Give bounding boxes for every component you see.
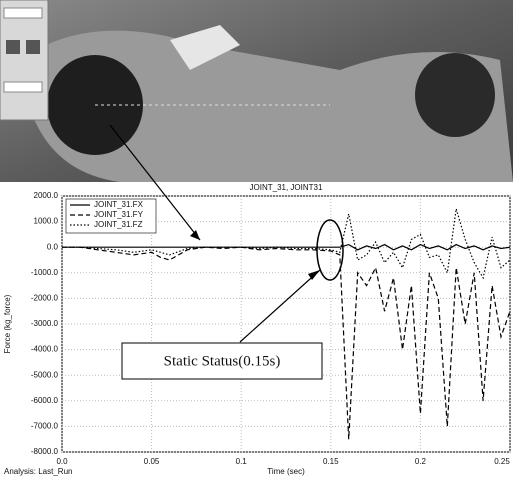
y-tick-label: 1000.0: [34, 217, 59, 226]
legend-label: JOINT_31.FX: [94, 200, 144, 209]
screenshot: JOINT_31, JOINT31 Time (sec) Force (kg_f…: [0, 0, 513, 478]
footer-text: Analysis: Last_Run: [4, 467, 72, 476]
y-tick-label: -2000.0: [31, 294, 59, 303]
x-tick-label: 0.0: [56, 457, 68, 466]
x-tick-label: 0.15: [323, 457, 339, 466]
y-tick-label: -8000.0: [31, 447, 59, 456]
joint-pin: [415, 53, 495, 137]
tool-icon[interactable]: [6, 40, 20, 54]
x-tick-label: 0.25: [494, 457, 510, 466]
tool-field[interactable]: [4, 8, 42, 18]
y-tick-label: 0.0: [47, 242, 59, 251]
y-tick-label: 2000.0: [34, 191, 59, 200]
y-tick-label: -4000.0: [31, 345, 59, 354]
chart: JOINT_31, JOINT31 Time (sec) Force (kg_f…: [0, 0, 513, 478]
x-tick-label: 0.05: [144, 457, 160, 466]
tool-icon[interactable]: [26, 40, 40, 54]
y-tick-label: -7000.0: [31, 422, 59, 431]
y-tick-label: -3000.0: [31, 319, 59, 328]
x-tick-label: 0.2: [415, 457, 427, 466]
y-tick-label: -5000.0: [31, 370, 59, 379]
x-axis-label: Time (sec): [267, 467, 305, 476]
plot-area: [62, 196, 510, 452]
y-axis-label: Force (kg_force): [3, 294, 12, 353]
y-tick-label: -1000.0: [31, 268, 59, 277]
legend-label: JOINT_31.FY: [94, 210, 144, 219]
chart-title: JOINT_31, JOINT31: [250, 183, 323, 192]
x-tick-label: 0.1: [236, 457, 248, 466]
annotation-text: Static Status(0.15s): [164, 353, 281, 369]
tool-field[interactable]: [4, 82, 42, 92]
y-tick-label: -6000.0: [31, 396, 59, 405]
legend-label: JOINT_31.FZ: [94, 220, 143, 229]
